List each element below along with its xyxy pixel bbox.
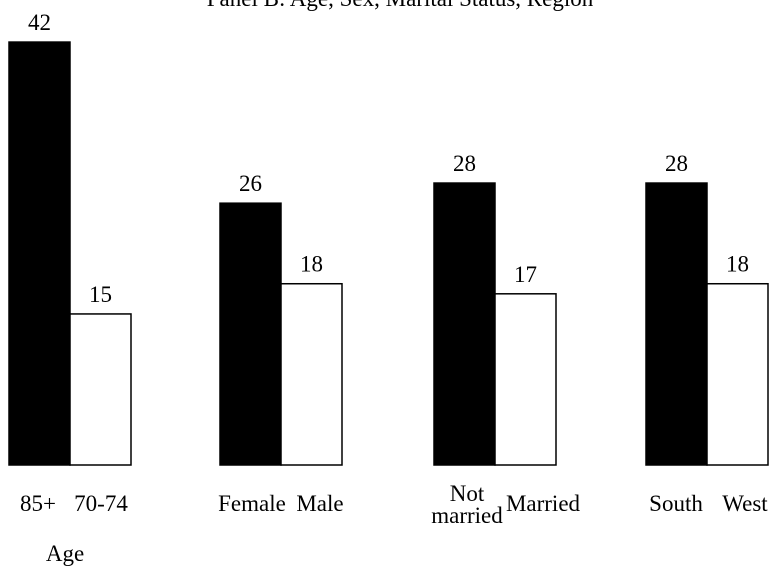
bar xyxy=(280,282,343,466)
data-label: 28 xyxy=(665,151,688,176)
x-tick-label: South xyxy=(649,491,703,516)
bar xyxy=(69,313,132,466)
x-tick-label: Female xyxy=(218,491,286,516)
data-label: 42 xyxy=(28,10,51,35)
data-label: 28 xyxy=(453,151,476,176)
bar xyxy=(645,182,708,466)
bar xyxy=(706,282,769,466)
x-tick-label: 70-74 xyxy=(74,491,128,516)
bar xyxy=(433,182,496,466)
chart-title: Panel B: Age, Sex, Marital Status, Regio… xyxy=(207,0,594,11)
axis-label: Age xyxy=(46,541,84,566)
data-label: 26 xyxy=(239,171,262,196)
data-label: 15 xyxy=(89,282,112,307)
bar xyxy=(494,293,557,466)
data-label: 18 xyxy=(726,252,749,277)
x-tick-label: Not married xyxy=(431,481,503,528)
x-tick-label: 85+ xyxy=(20,491,56,516)
data-label: 18 xyxy=(300,252,323,277)
x-tick-label: Male xyxy=(296,491,343,516)
x-tick-label: West xyxy=(722,491,768,516)
bar xyxy=(219,202,282,466)
data-label: 17 xyxy=(514,262,537,287)
x-tick-label: Married xyxy=(506,491,581,516)
bar xyxy=(8,41,71,466)
